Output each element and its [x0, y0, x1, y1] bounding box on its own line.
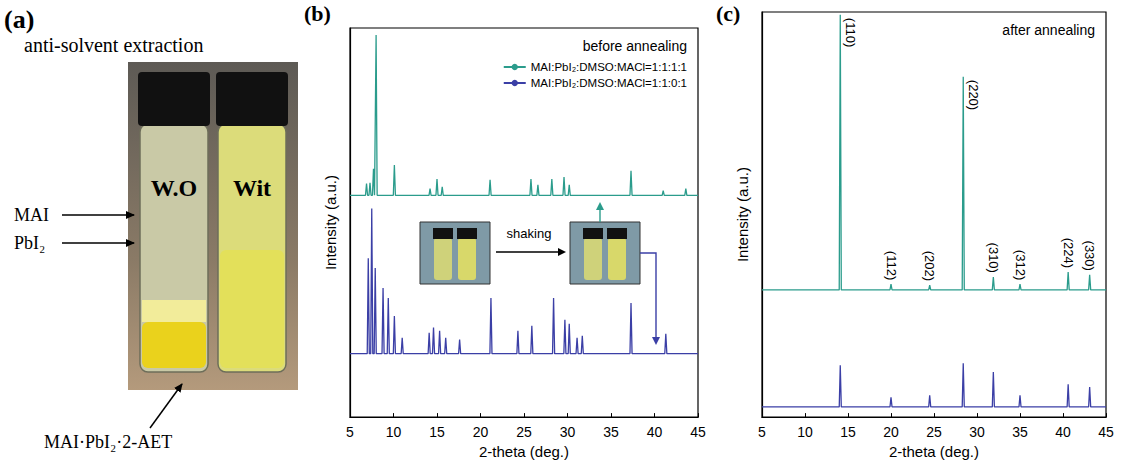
- svg-text:10: 10: [386, 424, 402, 440]
- svg-text:40: 40: [647, 424, 663, 440]
- svg-text:15: 15: [840, 424, 856, 440]
- svg-text:30: 30: [560, 424, 576, 440]
- svg-text:45: 45: [1098, 424, 1114, 440]
- svg-text:Intensity (a.u.): Intensity (a.u.): [322, 175, 339, 270]
- svg-text:(220): (220): [966, 80, 981, 110]
- svg-text:(312): (312): [1013, 250, 1028, 280]
- svg-text:W.O: W.O: [151, 175, 197, 201]
- svg-text:2-theta (deg.): 2-theta (deg.): [889, 443, 979, 460]
- svg-text:PbI₂: PbI₂: [14, 233, 45, 253]
- svg-text:anti-solvent extraction: anti-solvent extraction: [24, 34, 203, 56]
- svg-text:35: 35: [1012, 424, 1028, 440]
- svg-text:(202): (202): [922, 251, 937, 281]
- svg-text:15: 15: [429, 424, 445, 440]
- svg-text:10: 10: [797, 424, 813, 440]
- svg-text:Intensity (a.u.): Intensity (a.u.): [734, 167, 751, 262]
- svg-text:Wit: Wit: [233, 175, 271, 201]
- svg-text:(112): (112): [884, 251, 899, 280]
- svg-text:5: 5: [346, 424, 354, 440]
- svg-text:MAI:PbI₂:DMSO:MACl=1:1:1:1: MAI:PbI₂:DMSO:MACl=1:1:1:1: [531, 61, 687, 73]
- svg-text:20: 20: [473, 424, 489, 440]
- svg-text:MAI·PbI₂·2-AET: MAI·PbI₂·2-AET: [44, 432, 172, 452]
- svg-text:5: 5: [758, 424, 766, 440]
- svg-text:(110): (110): [843, 18, 858, 47]
- svg-text:25: 25: [516, 424, 532, 440]
- svg-text:(224): (224): [1061, 238, 1076, 268]
- svg-text:25: 25: [926, 424, 942, 440]
- svg-text:MAI: MAI: [14, 205, 49, 225]
- svg-text:40: 40: [1055, 424, 1071, 440]
- svg-text:(c): (c): [716, 1, 740, 26]
- svg-text:(310): (310): [986, 243, 1001, 273]
- svg-text:MAI:PbI₂:DMSO:MACl=1:1:0:1: MAI:PbI₂:DMSO:MACl=1:1:0:1: [531, 77, 687, 89]
- svg-text:(330): (330): [1082, 241, 1097, 271]
- svg-text:(a): (a): [4, 5, 34, 34]
- svg-text:before annealing: before annealing: [583, 38, 687, 54]
- svg-text:(b): (b): [304, 1, 331, 26]
- svg-text:35: 35: [603, 424, 619, 440]
- svg-text:20: 20: [883, 424, 899, 440]
- svg-text:shaking: shaking: [507, 226, 552, 241]
- svg-text:45: 45: [690, 424, 706, 440]
- svg-text:30: 30: [969, 424, 985, 440]
- svg-text:after annealing: after annealing: [1002, 22, 1095, 38]
- svg-text:2-theta (deg.): 2-theta (deg.): [479, 443, 569, 460]
